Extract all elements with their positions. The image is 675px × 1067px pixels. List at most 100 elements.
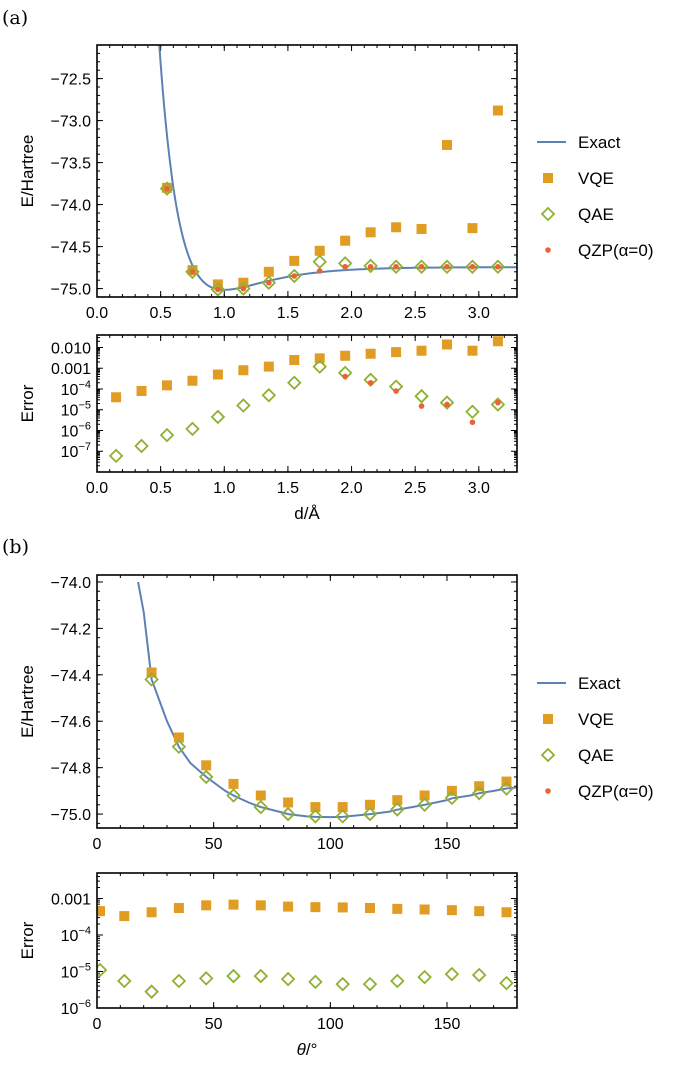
panel-label-b: (b) bbox=[2, 536, 29, 558]
qae-point bbox=[444, 790, 460, 806]
series-qae bbox=[159, 181, 506, 297]
qzp-point bbox=[418, 403, 425, 409]
qae-point bbox=[417, 969, 432, 985]
vqe-point bbox=[310, 802, 321, 813]
qzp-point bbox=[393, 388, 399, 394]
qae-point bbox=[171, 973, 187, 989]
x-tick-label: 50 bbox=[205, 836, 223, 853]
legend-label: QZP(α=0) bbox=[578, 782, 653, 801]
qzp-point bbox=[240, 285, 247, 292]
x-tick-label: 0.0 bbox=[86, 305, 108, 322]
y-tick-label: −73.5 bbox=[51, 156, 92, 173]
x-tick-label: 1.5 bbox=[277, 305, 299, 322]
vqe-point bbox=[419, 790, 430, 801]
qzp-point bbox=[495, 263, 501, 270]
y-tick-label: −75.0 bbox=[51, 807, 92, 824]
x-tick-label: 150 bbox=[434, 836, 461, 853]
vqe-point bbox=[201, 900, 212, 911]
qae-point bbox=[417, 797, 432, 813]
vqe-point bbox=[337, 802, 348, 813]
vqe-point bbox=[365, 902, 375, 913]
plot-frame bbox=[96, 872, 518, 1009]
qae-point bbox=[226, 788, 241, 803]
x-tick-label: 3.0 bbox=[468, 305, 490, 322]
qae-point bbox=[439, 259, 455, 275]
qae-point bbox=[253, 968, 269, 984]
x-tick-label: 2.0 bbox=[340, 480, 362, 497]
series-qae bbox=[97, 962, 514, 999]
vqe-point bbox=[340, 235, 351, 246]
vqe-point bbox=[228, 899, 239, 910]
vqe-point bbox=[419, 904, 430, 915]
qae-point bbox=[390, 973, 405, 989]
qae-point bbox=[499, 781, 514, 796]
x-tick-label: 1.5 bbox=[277, 480, 299, 497]
qae-point bbox=[490, 397, 506, 412]
vqe-point bbox=[289, 255, 300, 266]
vqe-point bbox=[283, 901, 294, 912]
qzp-point bbox=[545, 247, 551, 253]
qzp-point bbox=[469, 263, 476, 270]
vqe-point bbox=[136, 386, 147, 397]
x-tick-label: 3.0 bbox=[468, 480, 490, 497]
qae-point bbox=[280, 806, 296, 822]
qae-point bbox=[185, 421, 200, 437]
qae-point bbox=[253, 799, 269, 815]
vqe-point bbox=[173, 902, 184, 913]
qzp-point bbox=[444, 263, 450, 270]
legend-label: Exact bbox=[578, 674, 621, 693]
qae-point bbox=[171, 739, 187, 755]
vqe-point bbox=[212, 369, 223, 380]
qae-point bbox=[286, 268, 302, 284]
qae-point bbox=[236, 398, 251, 413]
qzp-point bbox=[342, 373, 348, 380]
vqe-point bbox=[416, 345, 427, 356]
series-qzp bbox=[342, 373, 501, 426]
x-axis-label: d/Å bbox=[294, 504, 320, 523]
vqe-point bbox=[111, 392, 122, 403]
vqe-point bbox=[263, 361, 274, 372]
qzp-point bbox=[495, 399, 501, 406]
series-vqe bbox=[146, 667, 512, 813]
qae-point bbox=[540, 747, 556, 763]
plot-frame bbox=[96, 574, 518, 829]
y-tick-label: 0.001 bbox=[51, 892, 91, 909]
qae-point bbox=[471, 967, 487, 983]
vqe-point bbox=[392, 795, 403, 806]
vqe-point bbox=[391, 222, 402, 233]
vqe-point bbox=[255, 790, 266, 801]
qzp-point bbox=[164, 185, 170, 192]
y-tick-label: −72.5 bbox=[51, 72, 92, 89]
qae-point bbox=[198, 769, 214, 785]
qae-point bbox=[540, 206, 556, 222]
x-tick-label: 1.0 bbox=[213, 480, 235, 497]
y-tick-label: 10−7 bbox=[61, 441, 91, 461]
y-tick-label: 10−5 bbox=[61, 400, 91, 420]
vqe-point bbox=[467, 223, 478, 234]
qzp-point bbox=[189, 269, 196, 275]
qae-point bbox=[439, 395, 455, 410]
x-axis-label: θ/° bbox=[297, 1040, 318, 1059]
vqe-point bbox=[446, 905, 457, 916]
qae-point bbox=[226, 968, 241, 984]
vqe-point bbox=[238, 365, 249, 376]
vqe-point bbox=[416, 223, 427, 234]
qae-point bbox=[308, 809, 323, 824]
panel-label-a: (a) bbox=[2, 7, 28, 29]
qzp-point bbox=[342, 263, 348, 270]
qzp-point bbox=[291, 273, 298, 279]
legend-label: VQE bbox=[578, 169, 614, 188]
y-tick-label: −74.0 bbox=[51, 575, 92, 592]
qae-point bbox=[312, 359, 328, 374]
qae-point bbox=[159, 181, 175, 196]
series-qae bbox=[144, 672, 514, 824]
vqe-point bbox=[255, 900, 266, 911]
vqe-point bbox=[337, 902, 348, 913]
qae-point bbox=[185, 264, 200, 280]
legend-label: QAE bbox=[578, 746, 614, 765]
qae-point bbox=[490, 259, 506, 275]
legend-a: Exact VQE QAE QZP(α=0) bbox=[537, 133, 653, 260]
qae-point bbox=[210, 409, 226, 425]
plot-frame bbox=[96, 334, 518, 473]
x-tick-label: 150 bbox=[434, 1016, 461, 1033]
